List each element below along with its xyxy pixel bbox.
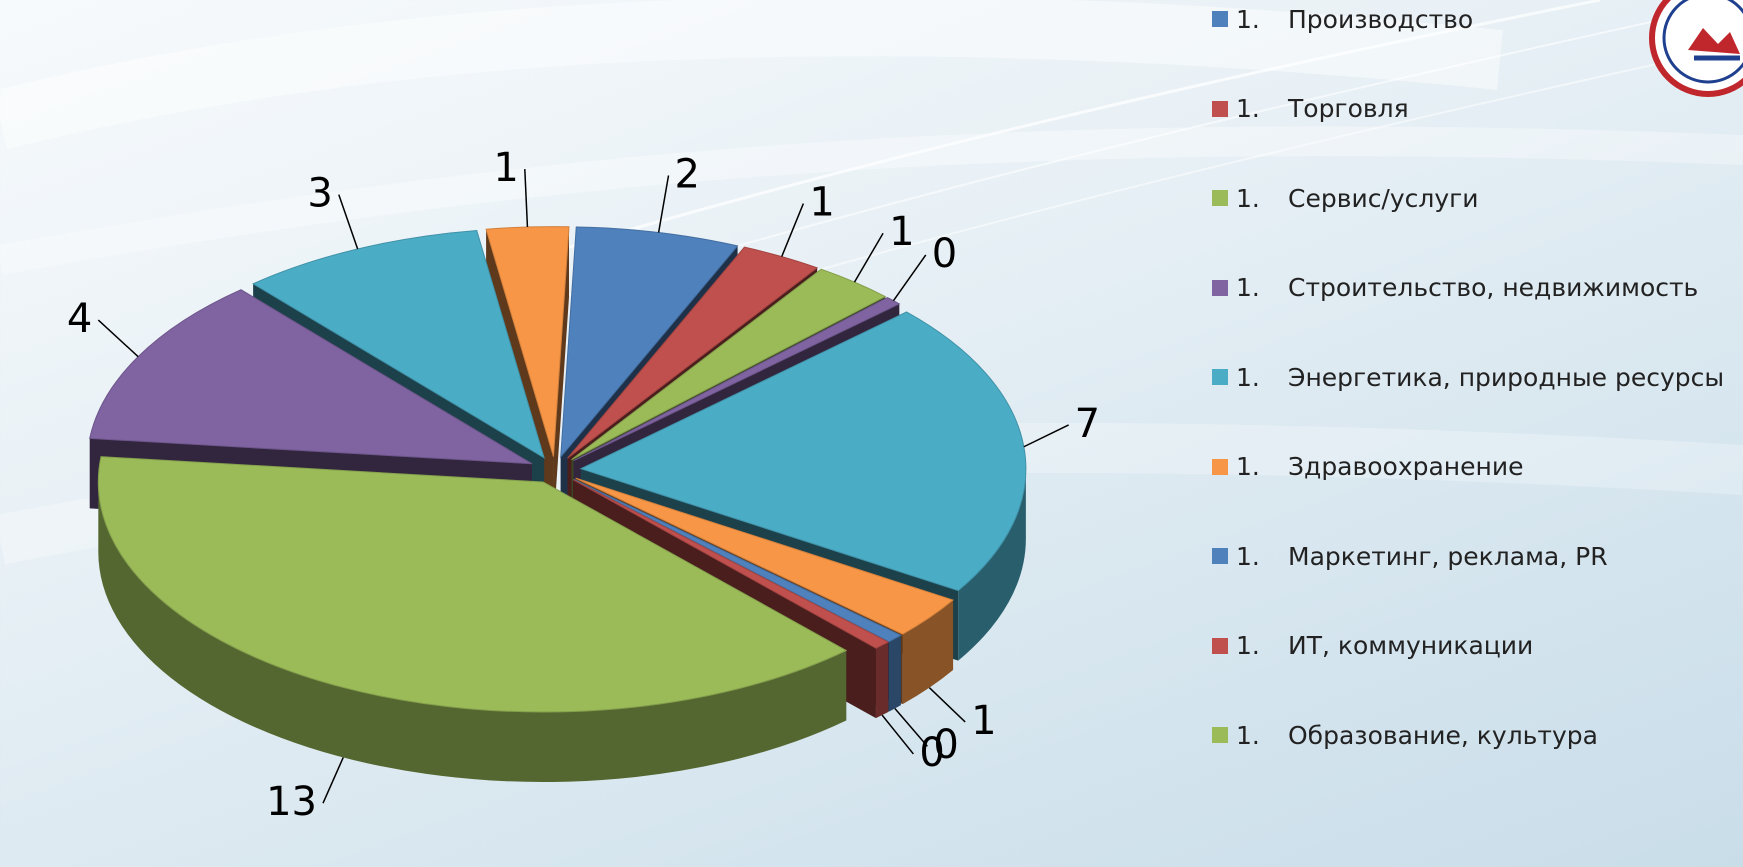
slice-extra-2-value-label: 3 <box>307 171 332 217</box>
legend-item-9: 1. Образование, культура <box>1212 715 1598 755</box>
slice-6-value-label: 1 <box>971 698 996 744</box>
legend-item-7: 1. Маркетинг, реклама, PR <box>1212 536 1608 576</box>
slice-extra-1 <box>89 289 533 465</box>
slice-5-value-label: 7 <box>1075 401 1100 447</box>
legend-swatch <box>1212 100 1228 117</box>
legend-swatch <box>1212 190 1228 206</box>
slice-8 <box>572 479 890 649</box>
legend-number: 1. <box>1236 720 1260 750</box>
legend-label: Маркетинг, реклама, PR <box>1288 541 1608 571</box>
slice-6-leader-line <box>928 687 966 723</box>
slice-5-leader-line <box>1023 424 1069 448</box>
legend-number: 1. <box>1236 4 1260 34</box>
legend-item-1: 1. Производство <box>1212 0 1473 39</box>
legend-item-4: 1. Строительство, недвижимость <box>1212 268 1698 308</box>
slice-8-leader-line <box>881 714 914 755</box>
organization-logo <box>1649 0 1743 97</box>
legend-label: Здравоохранение <box>1288 452 1524 481</box>
legend-swatch <box>1212 727 1228 743</box>
slice-2-leader-line <box>781 203 805 257</box>
legend-swatch <box>1212 637 1228 654</box>
slice-extra-1-value-label: 4 <box>67 296 92 342</box>
slice-3-value-label: 1 <box>889 209 914 255</box>
slice-extra-2 <box>252 229 545 459</box>
slice-4-leader-line <box>892 254 927 302</box>
slice-4-value-label: 0 <box>932 231 957 277</box>
slice-extra-3-value-label: 1 <box>493 145 518 191</box>
legend-label: ИТ, коммуникации <box>1288 631 1534 660</box>
slice-1-value-label: 2 <box>675 152 700 198</box>
slice-7-value-label: 0 <box>933 722 958 768</box>
slice-6 <box>575 477 955 635</box>
legend-label: Сервис/услуги <box>1288 183 1479 213</box>
legend-number: 1. <box>1236 273 1260 302</box>
slice-2-value-label: 1 <box>809 180 834 226</box>
slice-extra-3-leader-line <box>524 169 529 228</box>
slice-7-leader-line <box>894 708 928 747</box>
slice-3-leader-line <box>853 232 884 283</box>
slice-2 <box>567 246 819 459</box>
legend-label: Торговля <box>1288 94 1409 123</box>
legend-number: 1. <box>1236 631 1260 660</box>
chart-legend: 1. Производство 1. Торговля 1. Сервис/услуги 1… <box>1212 0 1743 867</box>
legend-swatch <box>1212 11 1228 27</box>
slice-extra-2-leader-line <box>338 194 359 250</box>
legend-swatch <box>1212 548 1228 564</box>
slice-9-leader-line <box>322 757 344 804</box>
legend-number: 1. <box>1236 183 1260 213</box>
slice-3 <box>571 268 887 461</box>
legend-label: Строительство, недвижимость <box>1288 273 1699 302</box>
legend-item-6: 1. Здравоохранение <box>1212 447 1524 487</box>
legend-label: Образование, культура <box>1288 720 1598 750</box>
slice-8-value-label: 0 <box>919 730 944 776</box>
legend-item-3: 1. Сервис/услуги <box>1212 178 1479 218</box>
legend-swatch <box>1212 279 1228 296</box>
slice-9-value-label: 13 <box>266 779 317 825</box>
slice-7 <box>573 478 902 643</box>
slice-extra-1-leader-line <box>97 319 139 358</box>
legend-label: Энергетика, природные ресурсы <box>1288 362 1725 392</box>
legend-number: 1. <box>1236 362 1260 392</box>
legend-item-2: 1. Торговля <box>1212 89 1409 129</box>
legend-swatch <box>1212 458 1228 475</box>
legend-item-8: 1. ИТ, коммуникации <box>1212 626 1533 666</box>
legend-label: Производство <box>1288 4 1474 34</box>
slice-1-leader-line <box>657 175 670 233</box>
slice-9 <box>97 456 848 713</box>
slice-extra-3 <box>485 226 570 457</box>
legend-swatch <box>1212 369 1228 385</box>
legend-number: 1. <box>1236 541 1260 571</box>
legend-number: 1. <box>1236 452 1260 481</box>
legend-number: 1. <box>1236 94 1260 123</box>
legend-item-5: 1. Энергетика, природные ресурсы <box>1212 357 1724 397</box>
